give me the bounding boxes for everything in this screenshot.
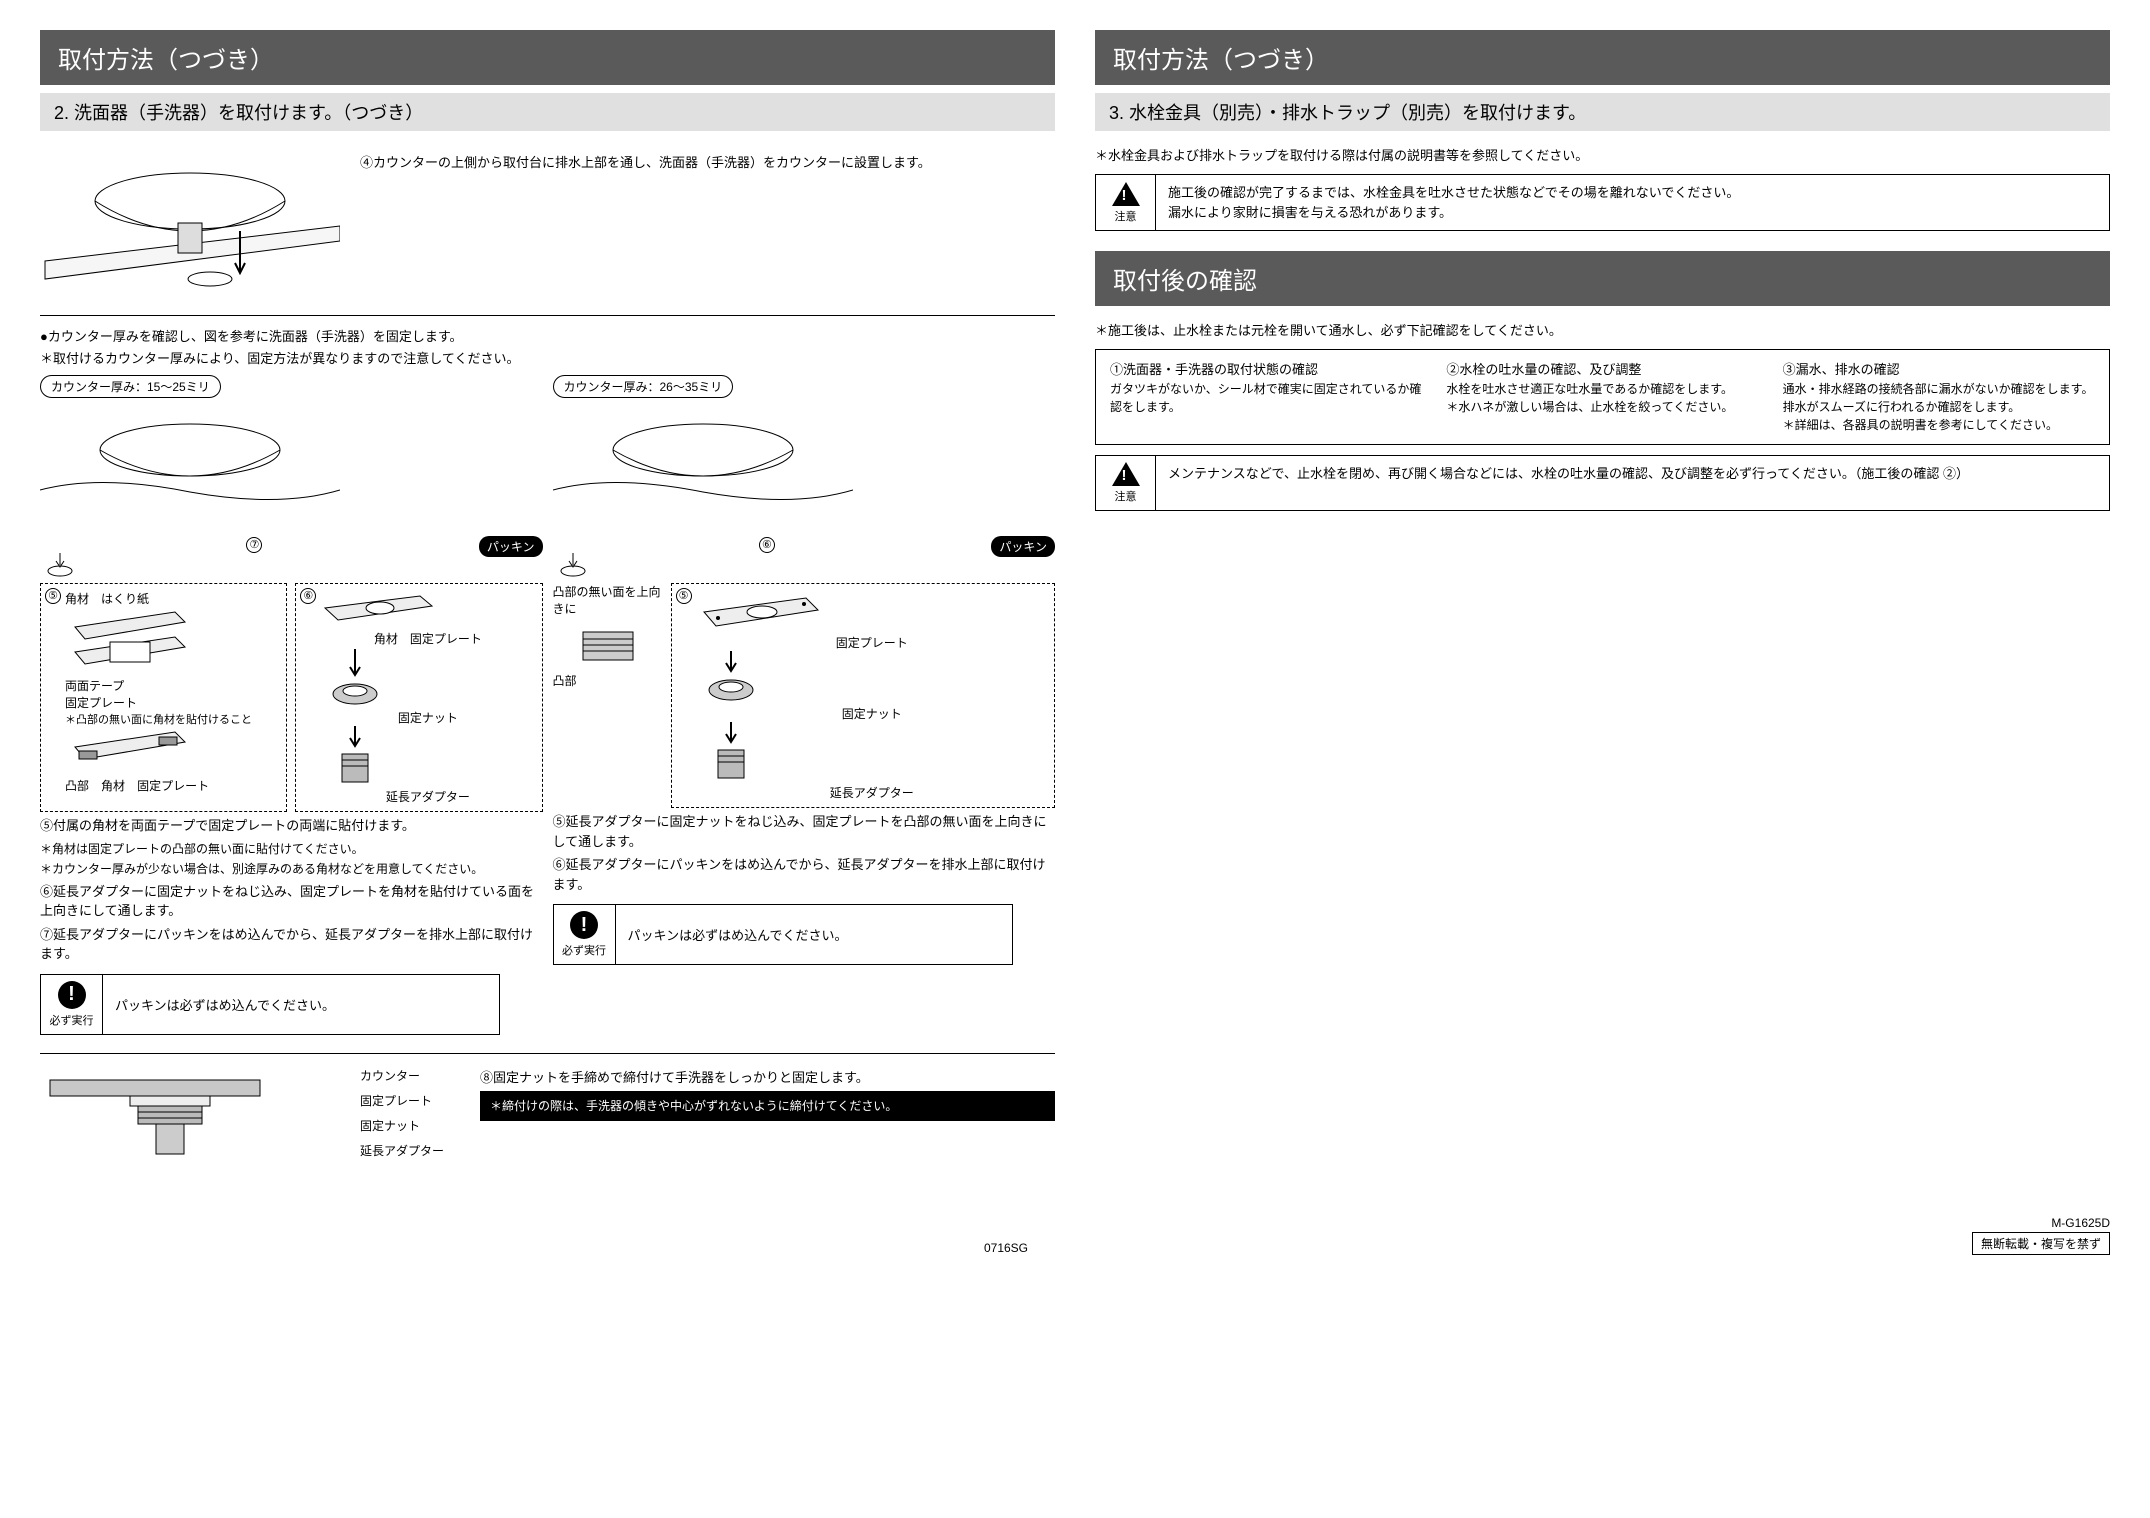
fig-basin-b [553,410,1056,530]
num5-a: ⑤ [45,588,61,604]
mando-txt-b: パッキンは必ずはめ込んでください。 [616,905,1012,964]
mandatory-a: ! 必ず実行 パッキンは必ずはめ込んでください。 [40,974,500,1035]
lbl-nut-a: 固定ナット [320,709,535,726]
lbl-plate-b: 固定プレート [696,634,1049,651]
thickness-a-col: カウンター厚み：15～25ミリ ⑦ パッキン [40,375,543,1045]
lbl-kakuzai2: 角材 [101,779,125,793]
a-step5: ⑤付属の角材を両面テープで固定プレートの両端に貼付けます。 [40,816,543,836]
check3-title: ③漏水、排水の確認 [1783,360,2095,380]
step8-blacknote: ＊締付けの際は、手洗器の傾きや中心がずれないように締付けてください。 [480,1091,1055,1121]
check-header: 取付後の確認 [1095,251,2110,306]
caution1-l2: 漏水により家財に損害を与える恐れがあります。 [1168,203,2097,223]
check-box: ①洗面器・手洗器の取付状態の確認 ガタツキがないか、シール材で確実に固定されてい… [1095,349,2110,445]
lbl-counter: カウンター [360,1064,460,1089]
lbl-kakuzai3: 角材 [374,632,398,646]
lbl-kakuzai1: 角材 [65,592,89,606]
caution-1: 注意 施工後の確認が完了するまでは、水栓金具を吐水させた状態などでその場を離れな… [1095,174,2110,231]
dashed-a-right: ⑥ 角材 固定プレート 固定ナット 延長アダプター [295,583,542,812]
fig-step4 [40,151,340,301]
check2-star: ＊水ハネが激しい場合は、止水栓を絞ってください。 [1446,398,1758,416]
lbl-plate-a2: 固定プレート [137,779,209,793]
b-step6: ⑥延長アダプターにパッキンをはめ込んでから、延長アダプターを排水上部に取付けます… [553,855,1056,894]
footer-code-left: 0716SG [984,1241,1028,1255]
check1-body: ガタツキがないか、シール材で確実に固定されているか確認をします。 [1110,380,1422,416]
mandatory-icon-b: ! [570,911,598,939]
check2-title: ②水栓の吐水量の確認、及び調整 [1446,360,1758,380]
left-header: 取付方法（つづき） [40,30,1055,85]
packing-b: パッキン [991,536,1055,557]
check3-star: ＊詳細は、各器具の説明書を参考にしてください。 [1783,416,2095,434]
step8-text: ⑧固定ナットを手締めで締付けて手洗器をしっかりと固定します。 [480,1068,1055,1088]
mandatory-b: ! 必ず実行 パッキンは必ずはめ込んでください。 [553,904,1013,965]
caution-2: 注意 メンテナンスなどで、止水栓を閉め、再び開く場合などには、水栓の吐水量の確認… [1095,455,2110,511]
pill-a: カウンター厚み：15～25ミリ [40,375,221,398]
check2-body: 水栓を吐水させ適正な吐水量であるか確認をします。 [1446,380,1758,398]
star-ref: ＊水栓金具および排水トラップを取付ける際は付属の説明書等を参照してください。 [1095,145,2110,164]
b-left-text: 凸部の無い面を上向きに 凸部 [553,583,663,808]
lbl-tobu-a: 凸部 [65,779,89,793]
pill-b: カウンター厚み：26～35ミリ [553,375,734,398]
a-step6: ⑥延長アダプターに固定ナットをねじ込み、固定プレートを角材を貼付けている面を上向… [40,882,543,921]
num7-a: ⑦ [246,537,262,553]
num5-b: ⑤ [676,588,692,604]
lbl-nut8: 固定ナット [360,1114,460,1139]
check-item-2: ②水栓の吐水量の確認、及び調整 水栓を吐水させ適正な吐水量であるか確認をします。… [1446,360,1758,434]
lbl-tobu-b: 凸部 [553,672,663,689]
dashed-b: ⑤ 固定プレート 固定ナット 延長アダプター [671,583,1056,808]
mando-txt-a: パッキンは必ずはめ込んでください。 [103,975,499,1034]
right-section-title: 3. 水栓金具（別売）・排水トラップ（別売）を取付けます。 [1095,93,2110,131]
a-step5-s1: ＊角材は固定プレートの凸部の無い面に貼付けてください。 [52,840,543,858]
footer-code-right: M-G1625D [1972,1216,2110,1230]
right-header: 取付方法（つづき） [1095,30,2110,85]
caution-lbl-2: 注意 [1115,488,1137,504]
a-step5-s2: ＊カウンター厚みが少ない場合は、別途厚みのある角材などを用意してください。 [52,860,543,878]
left-section-title: 2. 洗面器（手洗器）を取付けます。（つづき） [40,93,1055,131]
footer: 0716SG M-G1625D 無断転載・複写を禁ず [40,1216,2110,1255]
lbl-adapter-a: 延長アダプター [320,788,535,805]
lbl-adapter8: 延長アダプター [360,1139,460,1164]
bullet-thickness: ●カウンター厚みを確認し、図を参考に洗面器（手洗器）を固定します。 [40,326,1055,345]
caution2-txt: メンテナンスなどで、止水栓を閉め、再び開く場合などには、水栓の吐水量の確認、及び… [1156,456,2109,510]
warning-icon-2 [1112,462,1140,486]
lbl-tape: 両面テープ [65,677,280,694]
fig-basin-a [40,410,543,530]
lbl-tobu-up: 凸部の無い面を上向きに [553,583,663,617]
lbl-adapter-b: 延長アダプター [696,784,1049,801]
footer-box: 無断転載・複写を禁ず [1972,1232,2110,1255]
lbl-plate8: 固定プレート [360,1089,460,1114]
check-item-3: ③漏水、排水の確認 通水・排水経路の接続各部に漏水がないか確認をします。排水がス… [1783,360,2095,434]
lbl-hakuri: はくり紙 [101,592,149,606]
check-item-1: ①洗面器・手洗器の取付状態の確認 ガタツキがないか、シール材で確実に固定されてい… [1110,360,1422,434]
thickness-b-col: カウンター厚み：26～35ミリ ⑥ パッキン [553,375,1056,1045]
caution-lbl-1: 注意 [1115,208,1137,224]
packing-a: パッキン [479,536,543,557]
b-step5: ⑤延長アダプターに固定ナットをねじ込み、固定プレートを凸部の無い面を上向きにして… [553,812,1056,851]
mando-lbl-a: 必ず実行 [50,1012,94,1028]
check1-title: ①洗面器・手洗器の取付状態の確認 [1110,360,1422,380]
dashed-a-left: ⑤ 角材 はくり紙 両面テープ 固定プレート ＊凸部の無い面に角材を貼付けること… [40,583,287,812]
lbl-plate-a1: 固定プレート [65,694,280,711]
right-column: 取付方法（つづき） 3. 水栓金具（別売）・排水トラップ（別売）を取付けます。 … [1095,30,2110,1186]
left-column: 取付方法（つづき） 2. 洗面器（手洗器）を取付けます。（つづき） ④カウンター… [40,30,1055,1186]
check-intro: ＊施工後は、止水栓または元栓を開いて通水し、必ず下記確認をしてください。 [1095,320,2110,339]
a-step7: ⑦延長アダプターにパッキンをはめ込んでから、延長アダプターを排水上部に取付けます… [40,925,543,964]
fig-step8 [40,1070,340,1180]
mando-lbl-b: 必ず実行 [562,942,606,958]
caution1-l1: 施工後の確認が完了するまでは、水栓金具を吐水させた状態などでその場を離れないでく… [1168,183,2097,203]
lbl-nut-b: 固定ナット [696,705,1049,722]
check3-body: 通水・排水経路の接続各部に漏水がないか確認をします。排水がスムーズに行われるか確… [1783,380,2095,416]
lbl-tobu-note: ＊凸部の無い面に角材を貼付けること [65,711,280,727]
num6-a: ⑥ [300,588,316,604]
step4-text: ④カウンターの上側から取付台に排水上部を通し、洗面器（手洗器）をカウンターに設置… [360,153,1055,173]
lbl-plate-a3: 固定プレート [410,632,482,646]
star-thickness: ＊取付けるカウンター厚みにより、固定方法が異なりますので注意してください。 [40,348,1055,367]
warning-icon [1112,182,1140,206]
mandatory-icon: ! [58,981,86,1009]
num6-b: ⑥ [759,537,775,553]
